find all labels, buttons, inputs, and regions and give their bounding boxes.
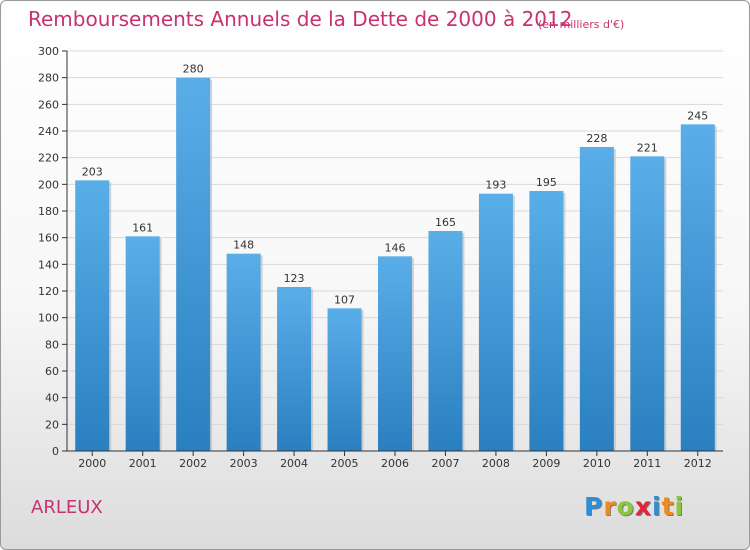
y-tick-label: 200 bbox=[38, 178, 59, 191]
bar-value-label: 221 bbox=[637, 141, 658, 154]
x-tick-label: 2004 bbox=[280, 457, 308, 470]
bar bbox=[226, 253, 261, 451]
x-tick-label: 2009 bbox=[532, 457, 560, 470]
x-tick-label: 2012 bbox=[684, 457, 712, 470]
bar bbox=[579, 147, 614, 451]
y-tick-label: 180 bbox=[38, 205, 59, 218]
y-tick-label: 280 bbox=[38, 72, 59, 85]
y-tick-label: 60 bbox=[45, 365, 59, 378]
x-tick-label: 2008 bbox=[482, 457, 510, 470]
bar bbox=[378, 256, 412, 451]
x-tick-label: 2011 bbox=[633, 457, 661, 470]
x-tick-label: 2003 bbox=[230, 457, 258, 470]
bars: 203 161 280 148 123 107 146 165 193 195 228 221 245 bbox=[75, 63, 717, 452]
x-tick-label: 2005 bbox=[331, 457, 359, 470]
bar bbox=[176, 77, 211, 452]
y-tick-label: 80 bbox=[45, 338, 59, 351]
bar-value-label: 195 bbox=[536, 176, 557, 189]
bar-value-label: 193 bbox=[485, 179, 506, 192]
bar bbox=[428, 231, 463, 451]
axes: 0 20 40 60 80 100 120 140 160 180 200 220 240 260 280 3… bbox=[38, 45, 723, 470]
x-tick-label: 2006 bbox=[381, 457, 409, 470]
y-tick-label: 220 bbox=[38, 152, 59, 165]
y-tick-label: 140 bbox=[38, 258, 59, 271]
logo-letter: i bbox=[674, 492, 685, 521]
x-tick-label: 2000 bbox=[78, 457, 106, 470]
bar bbox=[327, 308, 362, 451]
bar-value-label: 161 bbox=[132, 221, 153, 234]
bar bbox=[125, 236, 160, 451]
bar-value-label: 280 bbox=[183, 63, 204, 76]
bar bbox=[478, 193, 513, 451]
bar bbox=[680, 124, 715, 451]
logo-letter: i bbox=[652, 492, 662, 521]
y-tick-label: 120 bbox=[38, 285, 59, 298]
logo-letter: P bbox=[584, 492, 604, 521]
commune-name: ARLEUX bbox=[31, 497, 103, 518]
y-tick-label: 40 bbox=[45, 392, 59, 405]
y-tick-label: 100 bbox=[38, 312, 59, 325]
x-tick-label: 2002 bbox=[179, 457, 207, 470]
proxiti-logo[interactable]: Proxiti bbox=[584, 492, 684, 521]
bar bbox=[277, 287, 312, 451]
logo-letter: t bbox=[661, 492, 675, 521]
bar-value-label: 228 bbox=[586, 132, 607, 145]
bar-value-label: 123 bbox=[284, 272, 305, 285]
y-tick-label: 300 bbox=[38, 45, 59, 58]
bar-value-label: 107 bbox=[334, 293, 355, 306]
y-tick-label: 240 bbox=[38, 125, 59, 138]
chart-title: Remboursements Annuels de la Dette de 20… bbox=[28, 7, 573, 31]
bar-value-label: 146 bbox=[385, 241, 406, 254]
y-tick-label: 20 bbox=[45, 418, 59, 431]
x-tick-label: 2001 bbox=[129, 457, 157, 470]
y-tick-label: 0 bbox=[52, 445, 59, 458]
logo-letter: x bbox=[634, 492, 652, 521]
logo-letter: r bbox=[603, 492, 617, 521]
chart-unit-note: (en milliers d'€) bbox=[538, 18, 625, 31]
bar-value-label: 203 bbox=[82, 165, 103, 178]
bar bbox=[529, 191, 564, 451]
bar bbox=[630, 156, 665, 452]
bar-value-label: 245 bbox=[687, 109, 708, 122]
bar bbox=[75, 180, 110, 452]
logo-letter: o bbox=[616, 492, 635, 521]
y-tick-label: 260 bbox=[38, 98, 59, 111]
y-tick-label: 160 bbox=[38, 232, 59, 245]
x-tick-label: 2007 bbox=[431, 457, 459, 470]
x-tick-label: 2010 bbox=[583, 457, 611, 470]
bar-value-label: 148 bbox=[233, 239, 254, 252]
bar-value-label: 165 bbox=[435, 216, 456, 229]
